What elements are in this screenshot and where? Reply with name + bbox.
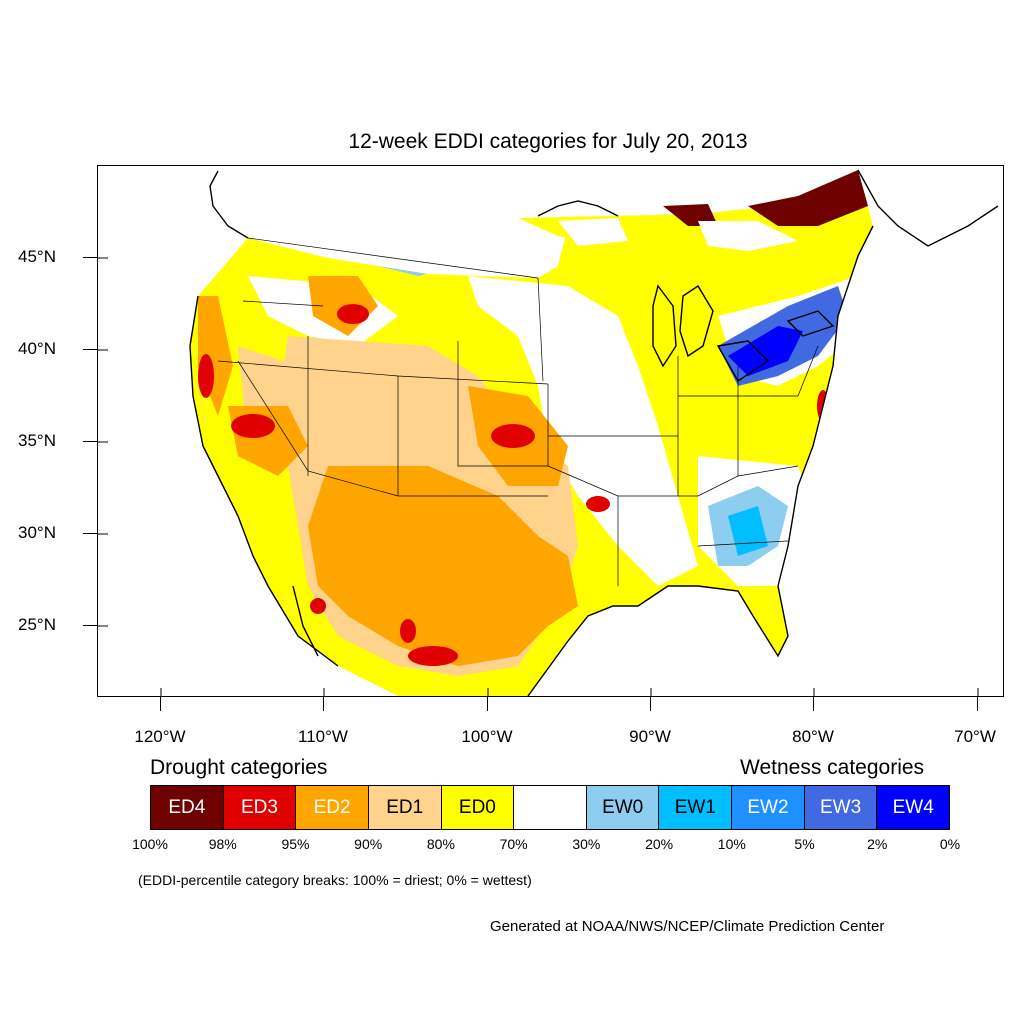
legend-swatch-ed0: ED0 — [441, 786, 515, 829]
legend-swatch-ew3: EW3 — [804, 786, 878, 829]
percent-break-label: 80% — [426, 836, 455, 852]
legend-swatch-ed1: ED1 — [368, 786, 442, 829]
wetness-heading: Wetness categories — [740, 756, 925, 779]
lat-label: 30°N — [18, 523, 56, 542]
eddi-map — [97, 165, 1004, 697]
percent-break-label: 100% — [132, 836, 168, 852]
percent-break-label: 0% — [939, 836, 961, 852]
credit-line: Generated at NOAA/NWS/NCEP/Climate Predi… — [490, 918, 885, 935]
tick-70w — [977, 697, 978, 711]
coastlines — [189, 169, 999, 696]
category-legend: ED4 ED3 ED2 ED1 ED0 EW0 EW1 EW2 EW3 EW4 — [150, 785, 950, 830]
percent-break-label: 30% — [572, 836, 601, 852]
tick-30n — [83, 533, 97, 534]
legend-swatch-ew0: EW0 — [586, 786, 660, 829]
category-note: (EDDI-percentile category breaks: 100% =… — [138, 872, 532, 888]
map-canvas — [98, 169, 999, 696]
percent-break-label: 20% — [645, 836, 674, 852]
percent-break-label: 10% — [717, 836, 746, 852]
tick-40n — [83, 349, 97, 350]
lat-label: 45°N — [18, 247, 56, 266]
percent-break-label: 5% — [794, 836, 815, 852]
legend-swatch-ew4: EW4 — [877, 786, 950, 829]
tick-100w — [487, 697, 488, 711]
legend-swatch-ed3: ED3 — [223, 786, 297, 829]
percent-break-label: 70% — [499, 836, 528, 852]
tick-110w — [323, 697, 324, 711]
frame-ticks — [98, 257, 979, 696]
legend-swatch-ed4: ED4 — [151, 786, 224, 829]
map-title: 12-week EDDI categories for July 20, 201… — [348, 130, 748, 153]
legend-swatch-neutral — [514, 786, 587, 829]
drought-heading: Drought categories — [150, 756, 328, 779]
lon-label: 100°W — [461, 727, 513, 746]
lon-label: 120°W — [134, 727, 186, 746]
legend-swatch-ew1: EW1 — [659, 786, 733, 829]
lat-label: 35°N — [18, 431, 56, 450]
tick-80w — [813, 697, 814, 711]
percent-break-label: 95% — [281, 836, 310, 852]
category-fill — [190, 170, 873, 696]
lon-label: 70°W — [954, 727, 996, 746]
percent-break-label: 90% — [354, 836, 383, 852]
percent-break-label: 2% — [867, 836, 888, 852]
lat-label: 40°N — [18, 339, 56, 358]
tick-45n — [83, 257, 97, 258]
legend-swatch-ed2: ED2 — [296, 786, 369, 829]
tick-35n — [83, 441, 97, 442]
lon-label: 80°W — [792, 727, 834, 746]
tick-25n — [83, 625, 97, 626]
state-borders — [217, 237, 819, 586]
lon-label: 90°W — [629, 727, 671, 746]
tick-120w — [160, 697, 161, 711]
tick-90w — [650, 697, 651, 711]
lat-label: 25°N — [18, 615, 56, 634]
lon-label: 110°W — [298, 727, 348, 746]
percent-break-label: 98% — [208, 836, 237, 852]
legend-swatch-ew2: EW2 — [732, 786, 805, 829]
